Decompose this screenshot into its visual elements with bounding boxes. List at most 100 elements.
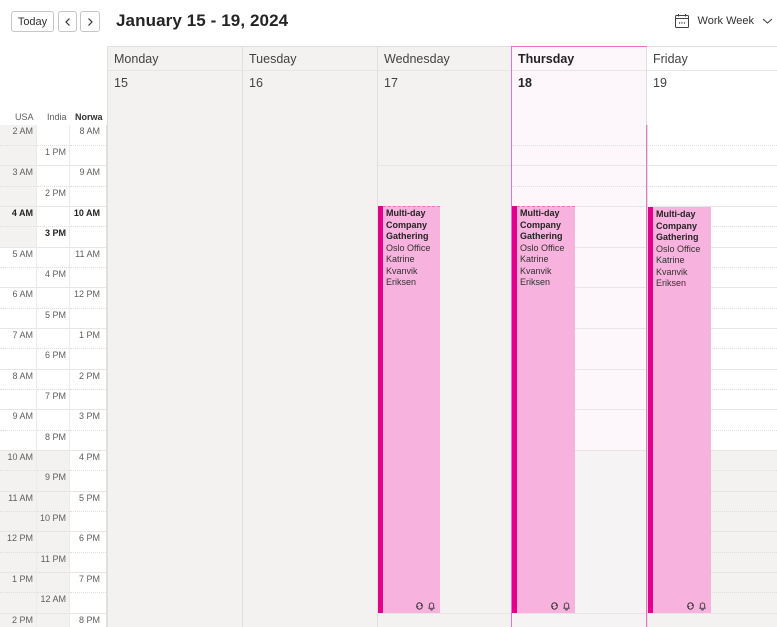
- today-button[interactable]: Today: [11, 11, 54, 32]
- recurring-icon: [550, 602, 559, 610]
- time-label: 2 PM: [78, 371, 100, 381]
- event-top-dashed-border: [517, 206, 575, 207]
- week-grid: 2 AM 3 AM 4 AM 5 AM 6 AM 7 AM 8 AM 9 AM …: [0, 125, 777, 627]
- usa-time-column: 2 AM 3 AM 4 AM 5 AM 6 AM 7 AM 8 AM 9 AM …: [0, 125, 36, 627]
- hour-line: [70, 206, 106, 207]
- day-header-wednesday[interactable]: Wednesday 17: [377, 47, 511, 125]
- hour-line: [37, 450, 69, 451]
- half-hour-line: [648, 592, 777, 593]
- half-hour-line: [37, 308, 69, 309]
- half-hour-line: [37, 186, 69, 187]
- day-number: 16: [249, 76, 263, 90]
- day-column-friday[interactable]: Multi-day Company Gathering Oslo Office …: [647, 125, 777, 627]
- chevron-left-icon: [64, 17, 70, 26]
- hour-line: [37, 409, 69, 410]
- hour-line: [512, 287, 646, 288]
- next-week-button[interactable]: [80, 11, 100, 32]
- day-name: Monday: [114, 52, 159, 66]
- reminder-bell-icon: [699, 602, 706, 611]
- hour-line: [0, 247, 36, 248]
- hour-line: [70, 613, 106, 614]
- day-header-tuesday[interactable]: Tuesday 16: [242, 47, 377, 125]
- hour-line: [0, 491, 36, 492]
- previous-week-button[interactable]: [58, 11, 77, 32]
- hour-line: [70, 409, 106, 410]
- hour-line: [0, 450, 36, 451]
- half-hour-line: [648, 226, 777, 227]
- timezone-headers: USA India Norwa: [0, 112, 107, 124]
- timezone-india-label: India: [47, 112, 67, 122]
- time-label-current: 10 AM: [73, 208, 100, 218]
- half-hour-line: [512, 186, 646, 187]
- event-multi-day-company-gathering[interactable]: Multi-day Company Gathering Oslo Office …: [378, 206, 440, 613]
- day-name: Tuesday: [249, 52, 297, 66]
- event-location: Oslo Office: [656, 243, 701, 254]
- day-headers: Monday 15 Tuesday 16 Wednesday 17 Thursd…: [107, 46, 777, 126]
- half-hour-line: [37, 511, 69, 512]
- time-label: 12 PM: [6, 533, 33, 543]
- hour-line: [0, 409, 36, 410]
- event-multi-day-company-gathering[interactable]: Multi-day Company Gathering Oslo Office …: [512, 206, 575, 613]
- hour-line: [648, 613, 777, 614]
- hour-line: [378, 613, 511, 614]
- day-number: 15: [114, 76, 128, 90]
- hour-line: [648, 450, 777, 451]
- india-nonworking-bg: [37, 450, 69, 627]
- reminder-bell-icon: [428, 602, 435, 611]
- time-label: 1 PM: [78, 330, 100, 340]
- half-hour-line: [37, 552, 69, 553]
- day-name: Thursday: [518, 52, 575, 66]
- hour-line: [70, 572, 106, 573]
- hour-line: [648, 491, 777, 492]
- day-column-thursday-today[interactable]: Multi-day Company Gathering Oslo Office …: [511, 125, 647, 627]
- half-hour-line: [70, 267, 106, 268]
- event-title: Multi-day Company Gathering Oslo Office …: [386, 208, 440, 289]
- time-label: 9 AM: [79, 167, 100, 177]
- half-hour-line: [70, 592, 106, 593]
- half-hour-line: [648, 186, 777, 187]
- view-switcher-dropdown[interactable]: Work Week: [674, 11, 773, 31]
- day-column-monday[interactable]: [107, 125, 242, 627]
- half-hour-line: [0, 389, 36, 390]
- half-hour-line: [70, 389, 106, 390]
- hour-line: [0, 369, 36, 370]
- divider: [378, 70, 511, 71]
- time-label: 11 AM: [8, 493, 33, 503]
- half-hour-line: [37, 267, 69, 268]
- hour-line: [378, 165, 511, 166]
- half-hour-line: [70, 186, 106, 187]
- time-label: 5 AM: [12, 249, 33, 259]
- divider: [647, 70, 777, 71]
- day-header-monday[interactable]: Monday 15: [107, 47, 242, 125]
- event-multi-day-company-gathering[interactable]: Multi-day Company Gathering Oslo Office …: [648, 207, 711, 613]
- half-hour-line: [37, 470, 69, 471]
- hour-line: [70, 247, 106, 248]
- event-location: Oslo Office: [386, 242, 431, 253]
- time-label: 7 PM: [44, 391, 66, 401]
- time-label: 3 AM: [12, 167, 33, 177]
- time-label: 9 PM: [44, 472, 66, 482]
- half-hour-line: [37, 592, 69, 593]
- hour-line: [648, 206, 777, 207]
- event-title: Multi-day Company Gathering Oslo Office …: [520, 208, 575, 289]
- time-label: 6 PM: [44, 350, 66, 360]
- day-header-thursday-today[interactable]: Thursday 18: [511, 46, 647, 126]
- half-hour-line: [37, 389, 69, 390]
- hour-line: [70, 531, 106, 532]
- time-label: 5 PM: [78, 493, 100, 503]
- event-icons: [415, 601, 436, 611]
- day-column-tuesday[interactable]: [242, 125, 377, 627]
- time-label: 8 PM: [78, 615, 100, 625]
- day-header-friday[interactable]: Friday 19: [646, 47, 777, 125]
- half-hour-line: [0, 470, 36, 471]
- day-column-wednesday[interactable]: Multi-day Company Gathering Oslo Office …: [377, 125, 511, 627]
- day-name: Wednesday: [384, 52, 450, 66]
- time-label-current: 3 PM: [44, 228, 66, 238]
- half-hour-line: [70, 470, 106, 471]
- hour-line: [512, 450, 646, 451]
- day-number: 17: [384, 76, 398, 90]
- half-hour-line: [0, 267, 36, 268]
- timezone-usa-label: USA: [15, 112, 34, 122]
- half-hour-line: [0, 145, 36, 146]
- hour-line: [37, 206, 69, 207]
